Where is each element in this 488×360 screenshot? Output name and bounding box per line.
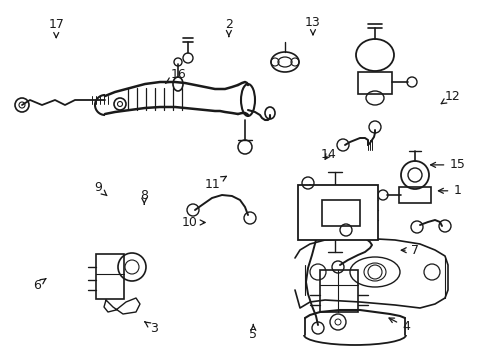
Text: 17: 17 <box>48 18 64 37</box>
Text: 11: 11 <box>204 176 226 191</box>
Bar <box>319 270 357 312</box>
Text: 15: 15 <box>430 158 464 171</box>
Text: 6: 6 <box>33 279 46 292</box>
Text: 14: 14 <box>320 148 336 161</box>
Text: 9: 9 <box>94 181 106 195</box>
Text: 3: 3 <box>144 322 158 335</box>
Bar <box>321 200 359 226</box>
Text: 8: 8 <box>140 189 148 204</box>
Bar <box>357 72 391 94</box>
Bar <box>96 254 124 299</box>
Text: 7: 7 <box>401 244 418 257</box>
Text: 1: 1 <box>438 184 460 197</box>
Text: 2: 2 <box>224 18 232 37</box>
Text: 13: 13 <box>305 16 320 35</box>
Bar <box>398 187 430 203</box>
Text: 10: 10 <box>182 216 204 229</box>
Bar <box>297 185 377 240</box>
Text: 4: 4 <box>388 318 409 333</box>
Text: 12: 12 <box>440 90 459 104</box>
Text: 16: 16 <box>165 68 186 84</box>
Text: 5: 5 <box>249 325 257 341</box>
